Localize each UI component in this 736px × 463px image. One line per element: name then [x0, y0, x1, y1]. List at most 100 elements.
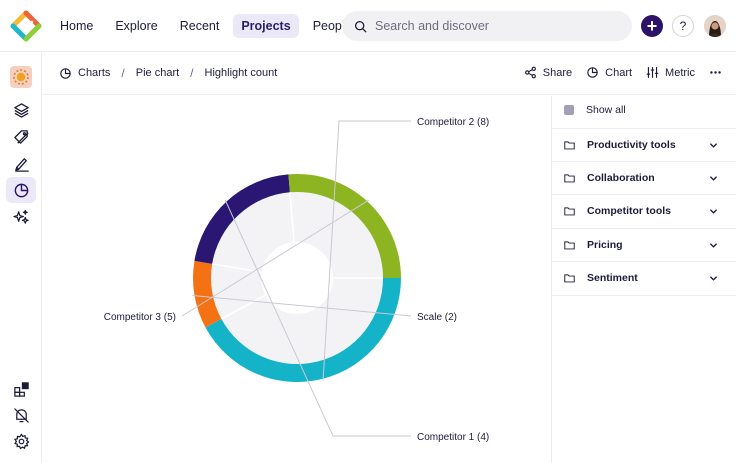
nav-recent[interactable]: Recent	[179, 19, 220, 33]
group-competitor-tools[interactable]: Competitor tools	[552, 195, 736, 229]
search-bar[interactable]	[342, 11, 632, 41]
nav-projects[interactable]: Projects	[233, 14, 299, 38]
rail-ai[interactable]	[6, 204, 36, 230]
label-competitor-3: Competitor 3 (5)	[104, 312, 176, 323]
group-collaboration[interactable]: Collaboration	[552, 162, 736, 195]
leader-competitor-1	[224, 199, 411, 437]
breadcrumb-separator: /	[190, 66, 194, 80]
leader-scale	[192, 294, 412, 317]
donut-hole	[261, 242, 333, 314]
slice-scale[interactable]	[193, 260, 222, 328]
show-all-toggle[interactable]: Show all	[552, 96, 736, 124]
help-button[interactable]: ?	[672, 15, 694, 37]
rail-workspace[interactable]	[6, 64, 36, 90]
breadcrumb-label: Charts	[78, 67, 111, 79]
rail-layers[interactable]	[6, 97, 36, 123]
chart-label: Chart	[605, 66, 633, 79]
breadcrumb: Charts / Pie chart / Highlight count	[59, 66, 277, 80]
gear-icon	[13, 432, 30, 449]
slice-competitor-1[interactable]	[194, 174, 290, 264]
show-all-checkbox[interactable]	[564, 105, 574, 115]
rail-notifications[interactable]	[6, 402, 36, 428]
group-productivity-tools[interactable]: Productivity tools	[552, 128, 736, 162]
plus-icon: +	[646, 16, 658, 36]
chevron-down-icon	[710, 242, 717, 248]
group-label: Competitor tools	[587, 205, 671, 218]
app-logo[interactable]	[10, 10, 42, 42]
rail-tags[interactable]	[6, 124, 36, 150]
group-label: Collaboration	[587, 171, 655, 184]
filter-groups: Productivity tools Collaboration Competi…	[552, 128, 736, 296]
avatar[interactable]	[704, 15, 726, 37]
folder-icon	[564, 207, 575, 216]
folder-icon	[564, 241, 575, 250]
bell-off-icon	[13, 407, 29, 423]
filter-panel: Show all Productivity tools Collaboratio…	[551, 96, 736, 463]
leader-competitor-3	[181, 199, 370, 317]
more-button[interactable]	[709, 66, 722, 79]
toolbar-actions: Share Chart Metric	[524, 66, 722, 79]
layers-icon	[13, 102, 29, 118]
slice-divider	[212, 263, 262, 273]
highlighter-icon	[14, 157, 29, 172]
rail-settings[interactable]	[6, 428, 36, 454]
sliders-icon	[646, 67, 659, 78]
nav-home[interactable]: Home	[60, 19, 94, 33]
pie-chart-icon	[60, 67, 71, 79]
breadcrumb-charts[interactable]: Charts	[59, 67, 110, 80]
group-label: Pricing	[587, 238, 623, 251]
pie-chart-icon	[14, 183, 28, 197]
leader-competitor-2	[322, 120, 411, 381]
workspace-badge-icon	[10, 66, 32, 88]
donut-chart: Competitor 2 (8) Scale (2) Competitor 1 (4…	[104, 117, 490, 443]
chart-area: Competitor 2 (8) Scale (2) Competitor 1 (4…	[43, 96, 551, 463]
metric-label: Metric	[665, 66, 695, 79]
slice-competitor-3[interactable]	[288, 174, 401, 278]
widgets-icon	[13, 381, 29, 397]
top-bar: Home Explore Recent Projects People + ?	[0, 0, 736, 52]
nav-explore[interactable]: Explore	[115, 19, 158, 33]
rail-widgets[interactable]	[6, 376, 36, 402]
slice-competitor-2[interactable]	[205, 278, 401, 383]
group-label: Productivity tools	[587, 138, 676, 151]
more-horizontal-icon	[710, 71, 721, 74]
chevron-down-icon	[710, 143, 717, 148]
share-label: Share	[542, 66, 573, 79]
create-button[interactable]: +	[641, 15, 663, 37]
group-label: Sentiment	[587, 272, 638, 285]
share-icon	[524, 66, 536, 79]
show-all-label: Show all	[586, 104, 626, 116]
chevron-down-icon	[710, 209, 717, 214]
breadcrumb-separator: /	[121, 66, 125, 80]
search-icon	[354, 20, 367, 32]
pie-chart-icon	[587, 67, 598, 78]
chart-type-button[interactable]: Chart	[586, 66, 632, 79]
help-icon: ?	[679, 19, 687, 33]
label-competitor-2: Competitor 2 (8)	[417, 117, 489, 128]
folder-icon	[564, 274, 575, 283]
chart-toolbar: Charts / Pie chart / Highlight count Sha…	[43, 53, 736, 95]
sparkles-icon	[12, 209, 29, 224]
rail-highlights[interactable]	[6, 151, 36, 177]
folder-icon	[564, 141, 575, 150]
left-rail	[0, 53, 42, 463]
folder-icon	[564, 174, 575, 183]
breadcrumb-pie-chart[interactable]: Pie chart	[135, 67, 180, 79]
rail-charts[interactable]	[6, 177, 36, 203]
group-sentiment[interactable]: Sentiment	[552, 262, 736, 296]
search-input[interactable]	[375, 19, 615, 33]
user-avatar-icon	[704, 15, 726, 37]
chevron-down-icon	[710, 276, 717, 281]
breadcrumb-current: Highlight count	[204, 67, 278, 79]
chevron-down-icon	[710, 175, 717, 181]
share-button[interactable]: Share	[524, 66, 572, 79]
nav-people[interactable]: People	[312, 19, 352, 33]
slice-divider	[221, 294, 266, 320]
main-nav: Home Explore Recent Projects People	[52, 14, 360, 38]
label-scale: Scale (2)	[417, 312, 457, 323]
group-pricing[interactable]: Pricing	[552, 229, 736, 262]
metric-button[interactable]: Metric	[646, 66, 695, 79]
slice-divider	[289, 192, 295, 243]
label-competitor-1: Competitor 1 (4)	[417, 432, 489, 443]
tag-icon	[13, 129, 29, 144]
